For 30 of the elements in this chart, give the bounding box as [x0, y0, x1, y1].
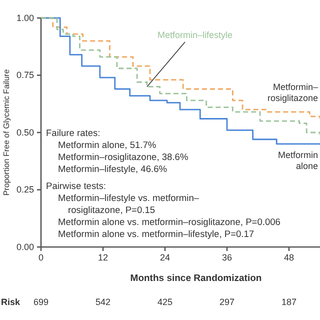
x-axis-title: Months since Randomization — [130, 273, 262, 284]
text: Risk — [1, 297, 22, 307]
y-tick-label: 0.75 — [16, 70, 34, 80]
text: 425 — [157, 297, 173, 307]
text: 297 — [219, 297, 235, 307]
series-label: Metformin alone — [278, 150, 318, 171]
annotation: rosiglitazone, P=0.15 — [68, 205, 156, 215]
annotation: Metformin–lifestyle, 46.6% — [58, 164, 168, 174]
text: 699 — [33, 297, 49, 307]
annotation: Pairwise tests: — [46, 181, 106, 191]
x-tick-label: 12 — [98, 252, 108, 262]
x-tick-label: 36 — [222, 252, 232, 262]
annotation: Metformin alone vs. metformin–rosiglitazone, P=0.006 — [58, 217, 280, 227]
annotation: Metformin alone, 51.7% — [58, 140, 156, 150]
text: Metformin–lifestyle — [157, 30, 233, 40]
series-label: Metformin–rosiglitazone — [267, 82, 318, 103]
text: 542 — [95, 297, 111, 307]
y-tick-label: 0.50 — [16, 127, 34, 138]
annotation: Metformin alone vs. metformin–lifestyle, P=0.17 — [58, 229, 254, 239]
y-tick-label: 1.00 — [16, 12, 34, 23]
text: 187 — [281, 297, 297, 307]
annotation: Metformin–rosiglitazone, 38.6% — [58, 152, 188, 162]
y-axis-title: Proportion Free of Glycemic Failure — [2, 68, 11, 196]
y-tick-label: 0.25 — [16, 184, 34, 195]
y-tick-label: 0.00 — [16, 242, 34, 252]
annotation: Failure rates: — [46, 128, 100, 138]
x-tick-label: 24 — [160, 252, 170, 262]
annotation: Metformin–lifestyle vs. metformin– — [58, 193, 200, 203]
x-tick-label: 0 — [38, 252, 44, 262]
x-tick-label: 48 — [284, 252, 294, 262]
